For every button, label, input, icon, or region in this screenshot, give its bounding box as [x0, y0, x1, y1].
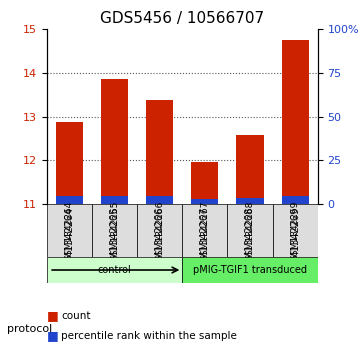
Bar [56, 196, 83, 204]
Text: ■: ■ [47, 309, 59, 322]
Text: count: count [61, 311, 91, 321]
Text: control: control [98, 265, 131, 275]
Text: GSM1342265: GSM1342265 [110, 200, 119, 261]
FancyBboxPatch shape [273, 204, 318, 257]
Text: GSM1342268: GSM1342268 [245, 200, 255, 261]
Bar [146, 196, 173, 204]
Text: GSM1342269: GSM1342269 [291, 200, 300, 261]
FancyBboxPatch shape [182, 257, 318, 283]
Text: GSM1342265: GSM1342265 [110, 207, 119, 272]
Text: GSM1342266: GSM1342266 [155, 207, 165, 272]
FancyBboxPatch shape [182, 204, 227, 257]
Text: protocol: protocol [7, 323, 52, 334]
Bar [236, 135, 264, 204]
FancyBboxPatch shape [47, 204, 92, 257]
FancyBboxPatch shape [227, 204, 273, 257]
Text: GSM1342266: GSM1342266 [155, 200, 164, 261]
Bar [101, 79, 128, 204]
Bar [282, 196, 309, 204]
Bar [101, 196, 128, 204]
Text: percentile rank within the sample: percentile rank within the sample [61, 331, 237, 341]
Text: GSM1342269: GSM1342269 [290, 207, 300, 272]
Bar [191, 162, 218, 204]
Text: GSM1342264: GSM1342264 [65, 207, 74, 272]
Text: GSM1342264: GSM1342264 [65, 200, 74, 261]
Text: pMIG-TGIF1 transduced: pMIG-TGIF1 transduced [193, 265, 307, 275]
Text: GSM1342267: GSM1342267 [200, 200, 209, 261]
Bar [146, 100, 173, 204]
FancyBboxPatch shape [92, 204, 137, 257]
FancyBboxPatch shape [137, 204, 182, 257]
Text: ■: ■ [47, 329, 59, 342]
Bar [236, 198, 264, 204]
Bar [56, 122, 83, 204]
Text: GSM1342267: GSM1342267 [200, 207, 210, 272]
FancyBboxPatch shape [47, 257, 182, 283]
Bar [282, 40, 309, 204]
Bar [191, 199, 218, 204]
Title: GDS5456 / 10566707: GDS5456 / 10566707 [100, 12, 264, 26]
Text: GSM1342268: GSM1342268 [245, 207, 255, 272]
